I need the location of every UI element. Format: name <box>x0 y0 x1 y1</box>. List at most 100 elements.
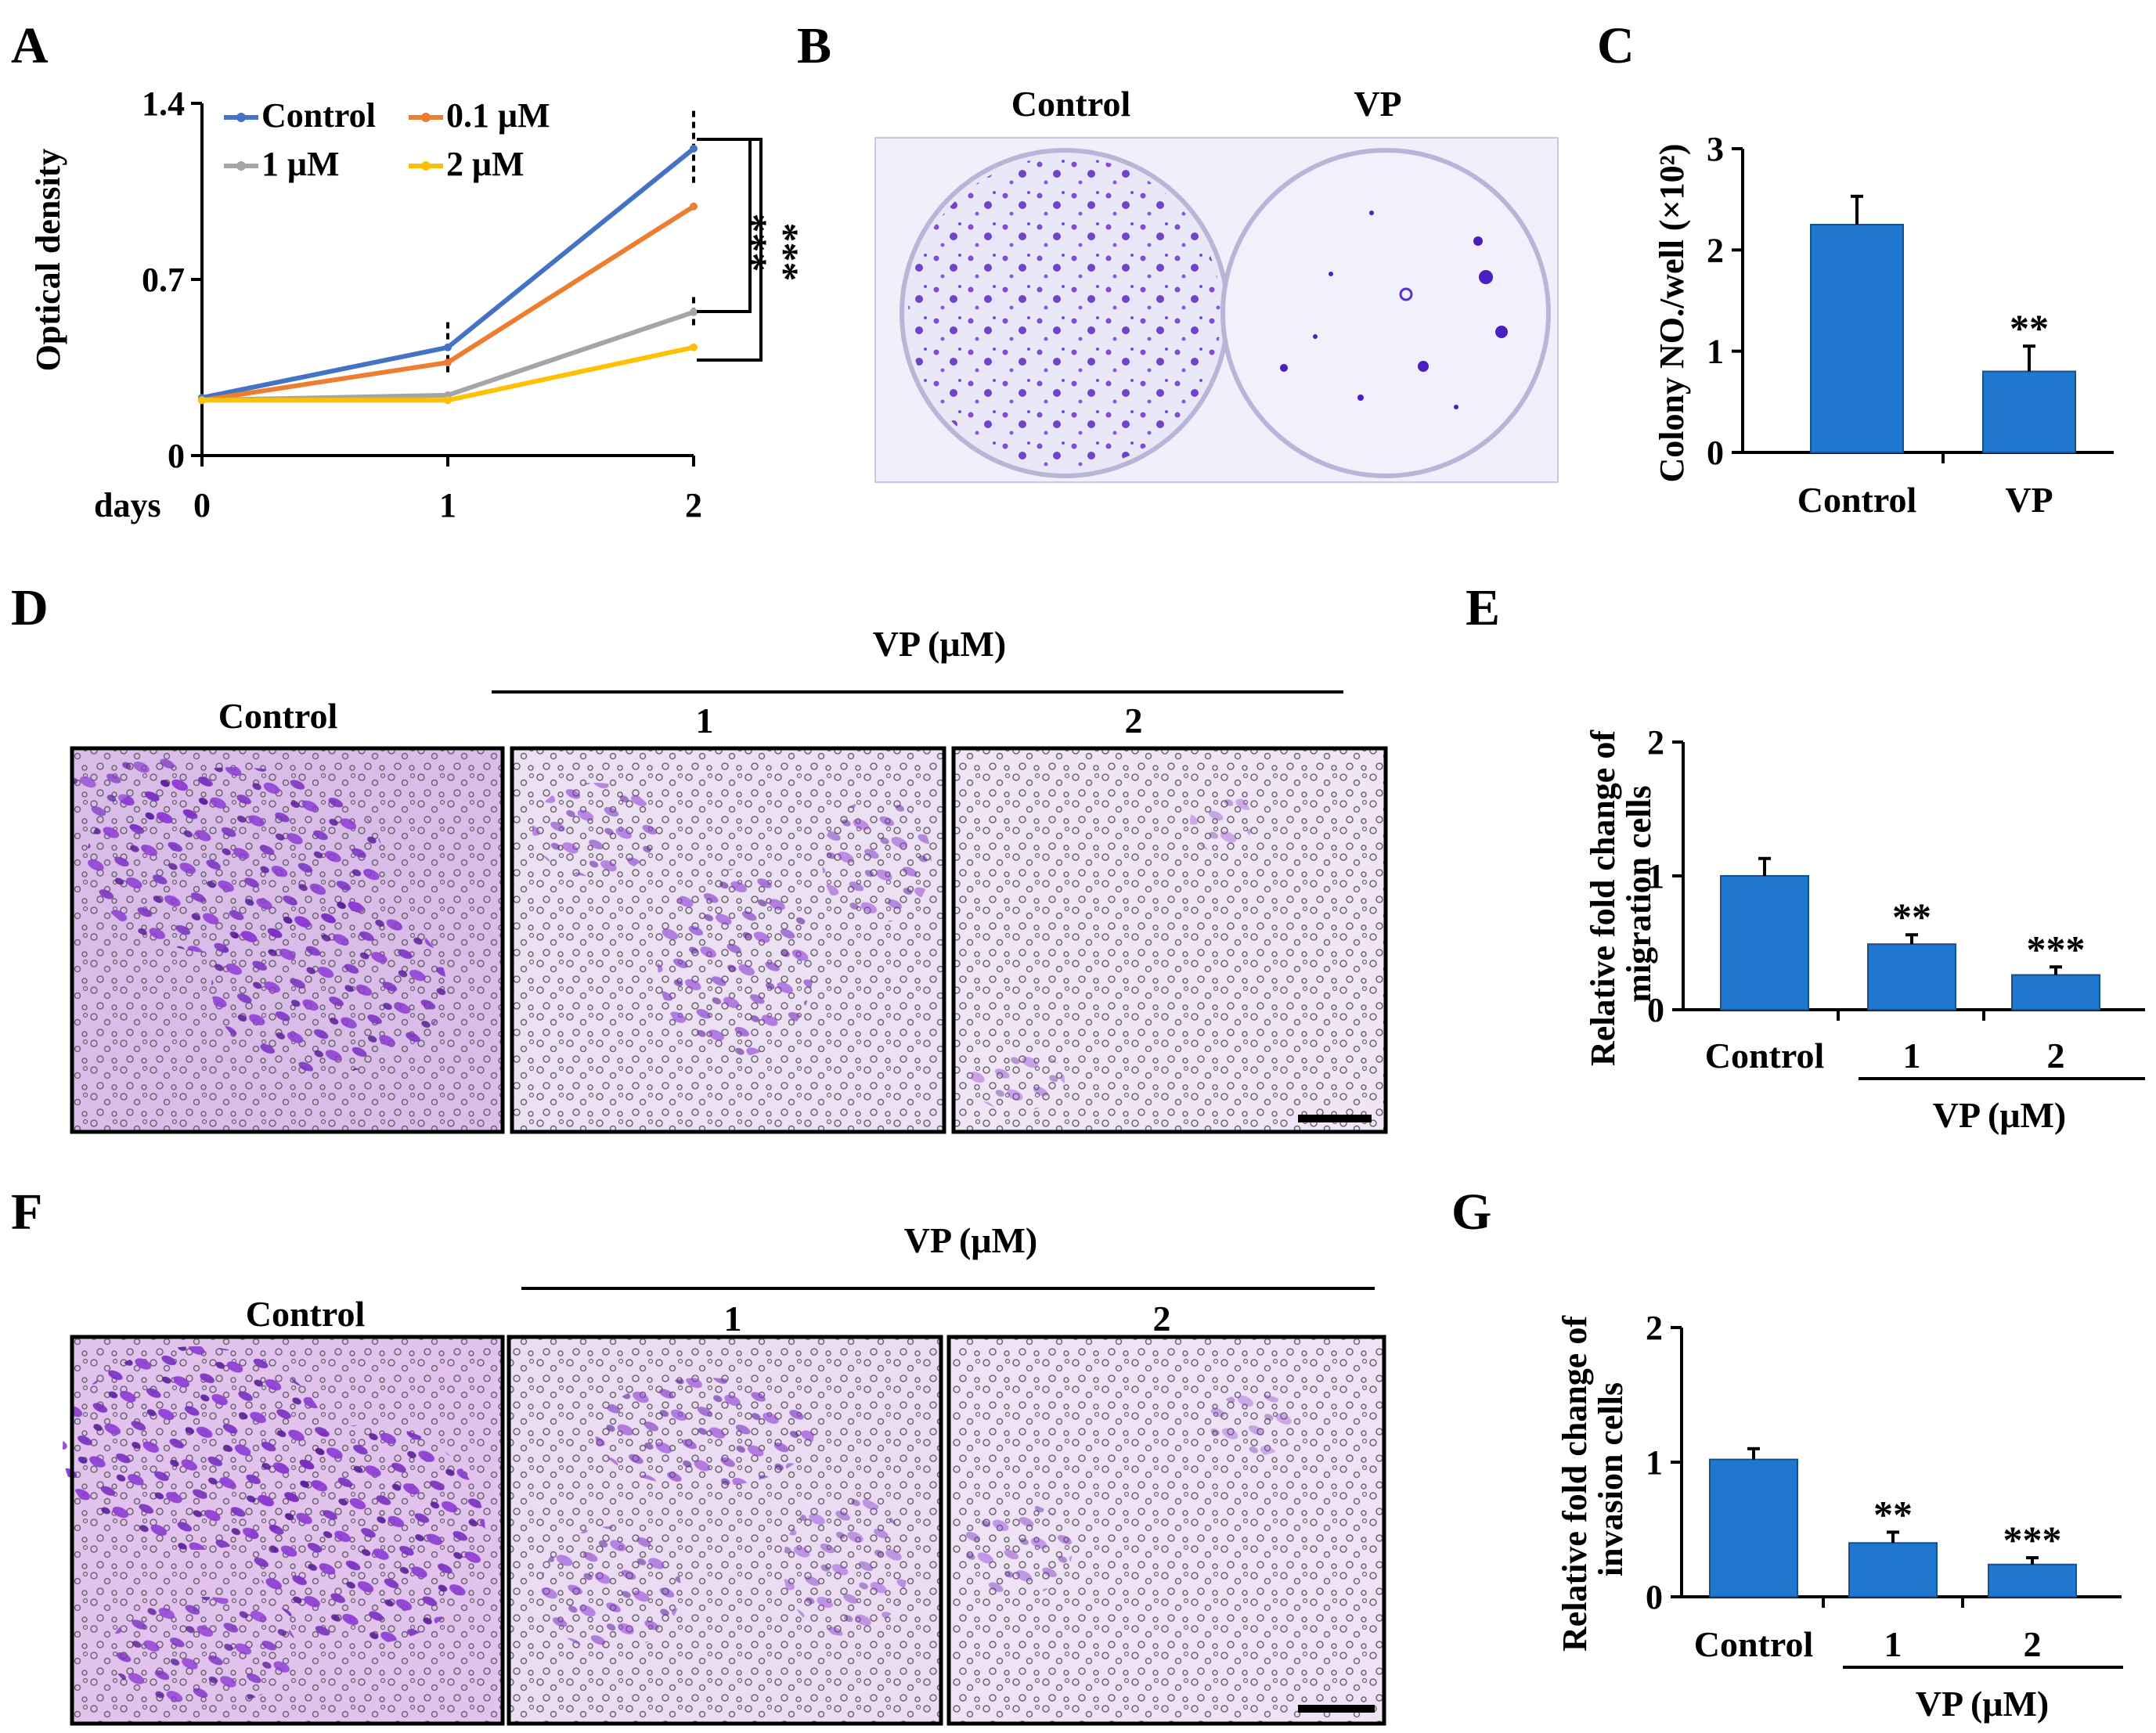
a-y-tick-label: 0 <box>168 437 185 475</box>
a-point <box>444 396 452 405</box>
c-x-tick-label: Control <box>1797 480 1917 520</box>
c-x-tick-label: VP <box>2005 480 2053 520</box>
a-legend: Control 0.1 μM 1 μM 2 μM <box>224 96 550 183</box>
g-x-tick-label: 1 <box>1884 1624 1902 1664</box>
panel-letter-c: C <box>1597 17 1635 74</box>
b-label-vp: VP <box>1354 84 1401 124</box>
g-bars: 0 1 2 Control ** 1 *** 2 <box>1646 1309 2077 1664</box>
g-x-tick-label: 2 <box>2024 1624 2042 1664</box>
g-group-label: VP (μM) <box>1916 1684 2049 1724</box>
f-label-control: Control <box>246 1294 366 1334</box>
f-image-control <box>63 1335 505 1726</box>
g-significance: *** <box>2003 1518 2062 1562</box>
f-scale-bar <box>1298 1705 1375 1713</box>
legend-marker-3 <box>421 161 431 171</box>
a-point <box>690 343 698 351</box>
a-point <box>690 202 698 211</box>
c-y-label: Colony NO./well (×10²) <box>1653 143 1691 482</box>
a-x-tick-label: 1 <box>439 486 456 524</box>
b-colonies-vp <box>1280 211 1508 409</box>
e-x-tick-label: 1 <box>1903 1036 1921 1075</box>
e-bars: 0 1 2 Control ** 1 *** 2 <box>1647 723 2100 1075</box>
e-y-label: Relative fold change of migration cells <box>1584 722 1658 1066</box>
c-y-tick-label: 1 <box>1707 333 1724 371</box>
panel-letters: A B C D E F G <box>11 17 1635 1241</box>
legend-label-2: 1 μM <box>261 145 339 183</box>
e-y-label-line-2: migration cells <box>1620 785 1658 1002</box>
g-y-tick-label: 0 <box>1646 1578 1663 1616</box>
f-image-1 <box>507 1335 943 1726</box>
b-label-control: Control <box>1011 84 1131 124</box>
e-significance: ** <box>1892 895 1931 939</box>
a-y-label: Optical density <box>29 149 67 372</box>
panel-c-bar-chart: Colony NO./well (×10²) 0 1 2 3 Control ** VP <box>1653 130 2114 520</box>
a-point <box>690 308 698 316</box>
f-label-2: 2 <box>1153 1299 1171 1338</box>
e-bar <box>1720 875 1809 1011</box>
e-x-tick-label: 2 <box>2047 1036 2065 1075</box>
a-point <box>444 358 452 367</box>
f-top-label: VP (μM) <box>904 1220 1037 1260</box>
panel-letter-f: F <box>11 1184 42 1241</box>
d-image-1 <box>510 746 946 1134</box>
a-y-tick-label: 0.7 <box>142 261 185 299</box>
f-image-2 <box>946 1335 1386 1726</box>
g-significance: ** <box>1873 1492 1913 1536</box>
panel-f-invasion-images: VP (μM) Control 1 2 <box>63 1220 1386 1726</box>
g-bar <box>1848 1542 1938 1598</box>
a-x-axis-title: days <box>94 486 161 524</box>
e-x-tick-label: Control <box>1705 1036 1825 1075</box>
e-bar <box>2011 974 2100 1011</box>
e-y-tick-label: 2 <box>1647 723 1664 762</box>
a-x-tick-label: 2 <box>685 486 702 524</box>
c-y-tick-label: 2 <box>1707 231 1724 269</box>
e-group-label: VP (μM) <box>1933 1095 2066 1135</box>
e-y-label-line-1: Relative fold change of <box>1584 730 1622 1066</box>
d-scale-bar <box>1298 1115 1372 1122</box>
legend-label-1: 0.1 μM <box>446 96 550 135</box>
a-bracket-outer <box>697 138 763 362</box>
panel-b-colony-plate: Control VP <box>874 84 1559 483</box>
e-bar <box>1867 943 1956 1011</box>
panel-letter-e: E <box>1466 579 1500 636</box>
panel-letter-d: D <box>11 579 49 636</box>
b-well-vp <box>1220 148 1551 478</box>
d-label-1: 1 <box>696 701 714 740</box>
d-label-2: 2 <box>1125 701 1143 740</box>
c-significance: ** <box>2010 306 2049 350</box>
g-y-label-line-2: invasion cells <box>1592 1382 1630 1576</box>
e-significance: *** <box>2027 927 2086 971</box>
d-image-control <box>70 746 505 1134</box>
a-significance-brackets <box>697 138 763 362</box>
panel-letter-g: G <box>1451 1184 1491 1241</box>
g-y-label-line-1: Relative fold change of <box>1556 1315 1594 1652</box>
a-point <box>444 343 452 351</box>
c-bar <box>1810 224 1904 453</box>
legend-label-3: 2 μM <box>446 145 524 183</box>
a-significance-outer: *** <box>763 223 807 282</box>
legend-marker-2 <box>236 161 246 171</box>
d-image-2 <box>951 746 1388 1134</box>
f-label-1: 1 <box>724 1299 742 1338</box>
c-bars: 0 1 2 3 Control ** VP <box>1707 130 2076 520</box>
c-y-tick-label: 0 <box>1707 434 1724 472</box>
c-y-tick-label: 3 <box>1707 130 1724 168</box>
e-y-tick-label: 0 <box>1647 991 1664 1029</box>
d-label-control: Control <box>218 696 338 736</box>
panel-g-bar-chart: Relative fold change of invasion cells 0… <box>1556 1307 2123 1724</box>
d-top-label: VP (μM) <box>873 624 1006 664</box>
panel-letter-b: B <box>797 17 831 74</box>
panel-e-bar-chart: Relative fold change of migration cells … <box>1584 722 2145 1135</box>
g-bar <box>1988 1563 2077 1598</box>
panel-a-line-chart: Optical density days 00.71.40 1 2 Control 0… <box>29 85 807 524</box>
e-y-tick-label: 1 <box>1647 857 1664 895</box>
g-x-tick-label: Control <box>1694 1624 1814 1664</box>
c-bar <box>1982 370 2076 453</box>
legend-marker-1 <box>421 113 431 122</box>
panel-d-migration-images: VP (μM) Control 1 2 <box>70 624 1388 1134</box>
a-significance-inner: *** <box>732 214 776 272</box>
g-y-label: Relative fold change of invasion cells <box>1556 1307 1630 1652</box>
panel-letter-a: A <box>11 17 49 74</box>
a-ticks: 0 0.7 1.4 0 1 2 <box>142 85 702 524</box>
